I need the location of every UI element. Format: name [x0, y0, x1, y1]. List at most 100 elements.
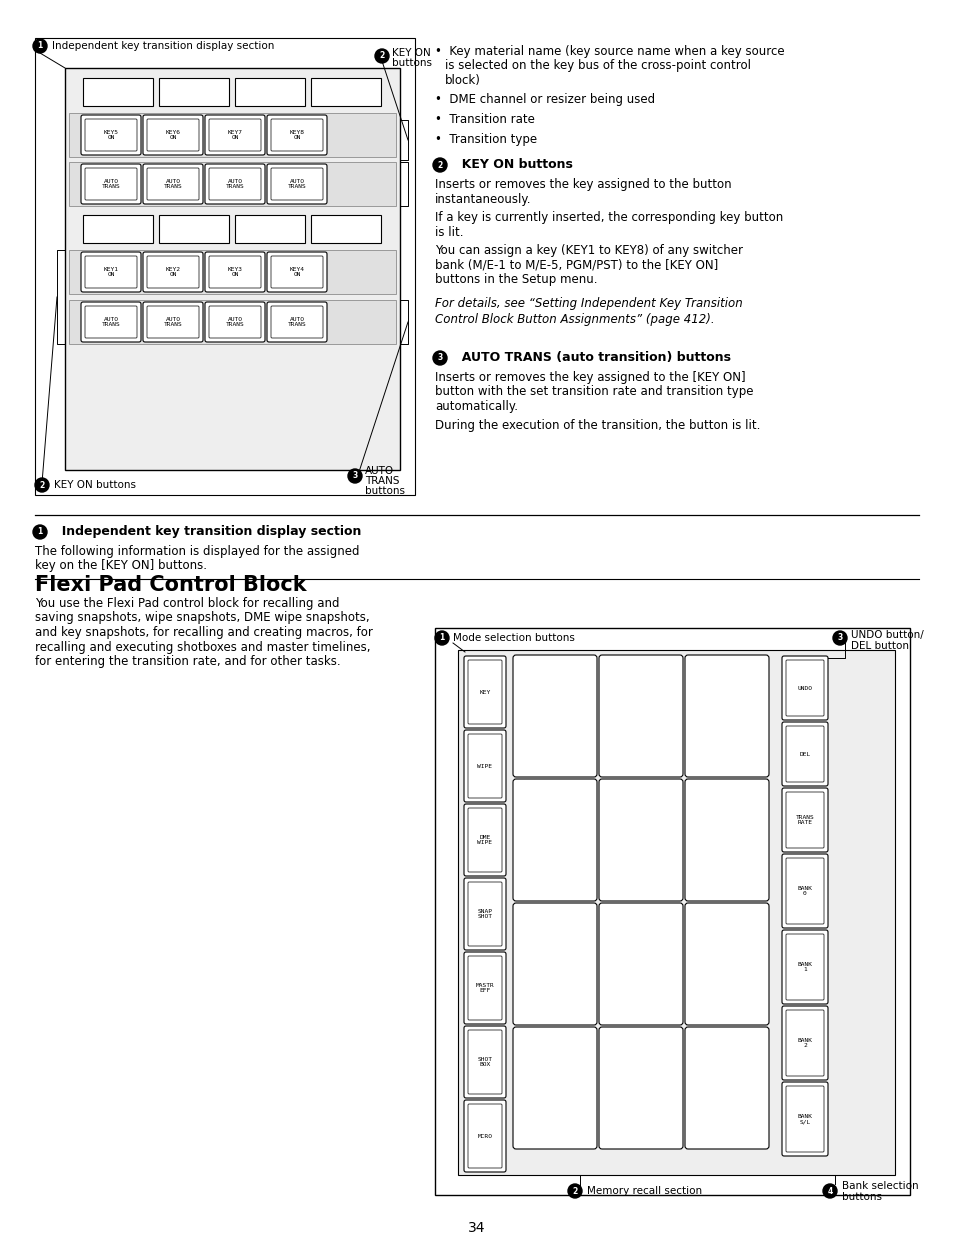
Text: 2: 2: [436, 160, 442, 169]
Text: Inserts or removes the key assigned to the [KEY ON]: Inserts or removes the key assigned to t…: [435, 371, 745, 384]
Circle shape: [567, 1184, 581, 1198]
FancyBboxPatch shape: [463, 656, 505, 728]
Text: buttons: buttons: [841, 1192, 882, 1202]
Text: TRANS
RATE: TRANS RATE: [795, 815, 814, 825]
FancyBboxPatch shape: [785, 661, 823, 717]
FancyBboxPatch shape: [785, 934, 823, 1000]
Text: MASTR
EFF: MASTR EFF: [476, 983, 494, 993]
FancyBboxPatch shape: [781, 787, 827, 852]
FancyBboxPatch shape: [271, 168, 323, 200]
FancyBboxPatch shape: [143, 253, 203, 292]
Text: BANK
2: BANK 2: [797, 1037, 812, 1049]
Text: AUTO
TRANS: AUTO TRANS: [164, 179, 182, 189]
FancyBboxPatch shape: [209, 256, 261, 289]
FancyBboxPatch shape: [463, 730, 505, 802]
Bar: [311, 78, 380, 106]
FancyBboxPatch shape: [781, 1082, 827, 1156]
FancyBboxPatch shape: [147, 306, 199, 338]
Text: DEL: DEL: [799, 751, 810, 756]
Circle shape: [33, 525, 47, 539]
Text: DEL button: DEL button: [850, 641, 908, 651]
Text: •  Key material name (key source name when a key source: • Key material name (key source name whe…: [435, 45, 783, 58]
Circle shape: [35, 478, 49, 491]
Text: bank (M/E-1 to M/E-5, PGM/PST) to the [KEY ON]: bank (M/E-1 to M/E-5, PGM/PST) to the [K…: [435, 259, 718, 271]
Text: UNDO: UNDO: [797, 685, 812, 690]
FancyBboxPatch shape: [468, 882, 501, 945]
Text: AUTO
TRANS: AUTO TRANS: [226, 179, 244, 189]
FancyBboxPatch shape: [143, 302, 203, 342]
FancyBboxPatch shape: [684, 656, 768, 778]
Circle shape: [435, 631, 449, 644]
Text: KEY2
ON: KEY2 ON: [165, 266, 180, 277]
Text: If a key is currently inserted, the corresponding key button: If a key is currently inserted, the corr…: [435, 211, 782, 224]
FancyBboxPatch shape: [271, 119, 323, 151]
FancyBboxPatch shape: [785, 858, 823, 924]
Text: 2: 2: [379, 51, 384, 61]
FancyBboxPatch shape: [267, 114, 327, 156]
FancyBboxPatch shape: [463, 878, 505, 950]
FancyBboxPatch shape: [205, 114, 265, 156]
Text: KEY ON buttons: KEY ON buttons: [453, 158, 572, 172]
Text: KEY: KEY: [478, 689, 490, 694]
Text: DME
WIPE: DME WIPE: [477, 835, 492, 845]
Text: Independent key transition display section: Independent key transition display secti…: [53, 525, 361, 539]
Text: is lit.: is lit.: [435, 225, 463, 239]
Text: KEY6
ON: KEY6 ON: [165, 129, 180, 141]
FancyBboxPatch shape: [684, 1028, 768, 1149]
FancyBboxPatch shape: [205, 302, 265, 342]
Text: block): block): [444, 73, 480, 87]
Circle shape: [433, 158, 447, 172]
Text: Memory recall section: Memory recall section: [586, 1186, 701, 1195]
Text: AUTO
TRANS: AUTO TRANS: [164, 317, 182, 327]
FancyBboxPatch shape: [147, 168, 199, 200]
Text: 3: 3: [352, 471, 357, 480]
FancyBboxPatch shape: [143, 114, 203, 156]
FancyBboxPatch shape: [785, 792, 823, 848]
Text: BANK
0: BANK 0: [797, 886, 812, 896]
FancyBboxPatch shape: [143, 164, 203, 204]
FancyBboxPatch shape: [209, 119, 261, 151]
FancyBboxPatch shape: [85, 256, 137, 289]
Text: You can assign a key (KEY1 to KEY8) of any switcher: You can assign a key (KEY1 to KEY8) of a…: [435, 244, 742, 258]
FancyBboxPatch shape: [513, 656, 597, 778]
Text: KEY5
ON: KEY5 ON: [103, 129, 118, 141]
Text: KEY1
ON: KEY1 ON: [103, 266, 118, 277]
FancyBboxPatch shape: [468, 955, 501, 1020]
Text: 2: 2: [572, 1187, 577, 1195]
FancyBboxPatch shape: [81, 164, 141, 204]
FancyBboxPatch shape: [205, 253, 265, 292]
FancyBboxPatch shape: [781, 722, 827, 786]
FancyBboxPatch shape: [513, 779, 597, 901]
Bar: [435, 628, 909, 1195]
Text: WIPE: WIPE: [477, 764, 492, 769]
Circle shape: [375, 49, 389, 63]
Text: MCRO: MCRO: [477, 1133, 492, 1138]
Text: Inserts or removes the key assigned to the button: Inserts or removes the key assigned to t…: [435, 178, 731, 192]
FancyBboxPatch shape: [463, 1100, 505, 1172]
Text: automatically.: automatically.: [435, 401, 517, 413]
FancyBboxPatch shape: [463, 952, 505, 1024]
Text: SNAP
SHOT: SNAP SHOT: [477, 909, 492, 919]
FancyBboxPatch shape: [781, 656, 827, 720]
Text: saving snapshots, wipe snapshots, DME wipe snapshots,: saving snapshots, wipe snapshots, DME wi…: [35, 612, 369, 624]
Text: key on the [KEY ON] buttons.: key on the [KEY ON] buttons.: [35, 560, 207, 572]
Text: is selected on the key bus of the cross-point control: is selected on the key bus of the cross-…: [444, 60, 750, 72]
FancyBboxPatch shape: [85, 168, 137, 200]
Text: Independent key transition display section: Independent key transition display secti…: [52, 41, 274, 51]
Text: AUTO
TRANS: AUTO TRANS: [102, 179, 120, 189]
FancyBboxPatch shape: [785, 1086, 823, 1152]
FancyBboxPatch shape: [468, 661, 501, 724]
Text: Flexi Pad Control Block: Flexi Pad Control Block: [35, 575, 306, 595]
Bar: [311, 215, 380, 243]
Text: 2: 2: [39, 480, 45, 489]
Text: 1: 1: [439, 633, 444, 642]
FancyBboxPatch shape: [785, 1010, 823, 1076]
Text: For details, see “Setting Independent Key Transition
Control Block Button Assign: For details, see “Setting Independent Ke…: [435, 297, 742, 326]
Bar: [234, 215, 305, 243]
Text: 1: 1: [37, 527, 43, 536]
FancyBboxPatch shape: [85, 119, 137, 151]
FancyBboxPatch shape: [468, 1103, 501, 1168]
Text: KEY8
ON: KEY8 ON: [289, 129, 304, 141]
Bar: [69, 250, 395, 294]
FancyBboxPatch shape: [271, 306, 323, 338]
